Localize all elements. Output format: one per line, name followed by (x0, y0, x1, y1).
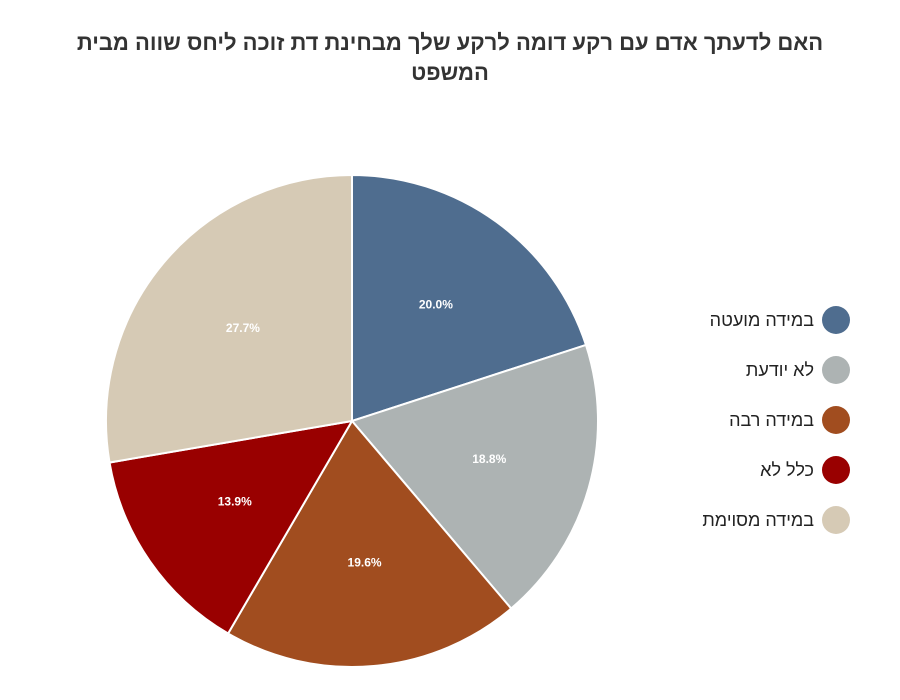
slice-value-label-5: 27.7% (226, 321, 260, 335)
chart-legend: במידה מועטה לא יודעת במידה רבה כלל לא במידה … (640, 300, 850, 550)
legend-label: לא יודעת (745, 359, 814, 380)
legend-item-2[interactable]: לא יודעת (640, 350, 850, 390)
legend-swatch (822, 306, 850, 334)
legend-item-5[interactable]: במידה מסוימת (640, 500, 850, 540)
legend-swatch (822, 506, 850, 534)
legend-label: במידה מסוימת (702, 509, 814, 530)
slice-value-label-2: 18.8% (472, 452, 506, 466)
legend-label: במידה מועטה (709, 309, 814, 330)
legend-swatch (822, 356, 850, 384)
pie-slice-5[interactable] (105, 173, 353, 464)
legend-item-4[interactable]: כלל לא (640, 450, 850, 490)
slice-value-label-1: 20.0% (419, 298, 453, 312)
slice-value-label-4: 13.9% (218, 494, 252, 508)
pie-slice-3[interactable] (226, 419, 513, 668)
legend-label: כלל לא (760, 459, 814, 480)
legend-item-1[interactable]: במידה מועטה (640, 300, 850, 340)
legend-swatch (822, 456, 850, 484)
chart-title: האם לדעתך אדם עם רקע דומה לרקע שלך מבחינ… (76, 30, 824, 85)
legend-swatch (822, 406, 850, 434)
pie-slice-2[interactable] (350, 343, 599, 610)
slice-value-label-3: 19.6% (348, 555, 382, 569)
pie-slice-4[interactable] (108, 419, 354, 635)
legend-label: במידה רבה (729, 409, 814, 430)
pie-slice-1[interactable] (351, 173, 588, 423)
legend-item-3[interactable]: במידה רבה (640, 400, 850, 440)
